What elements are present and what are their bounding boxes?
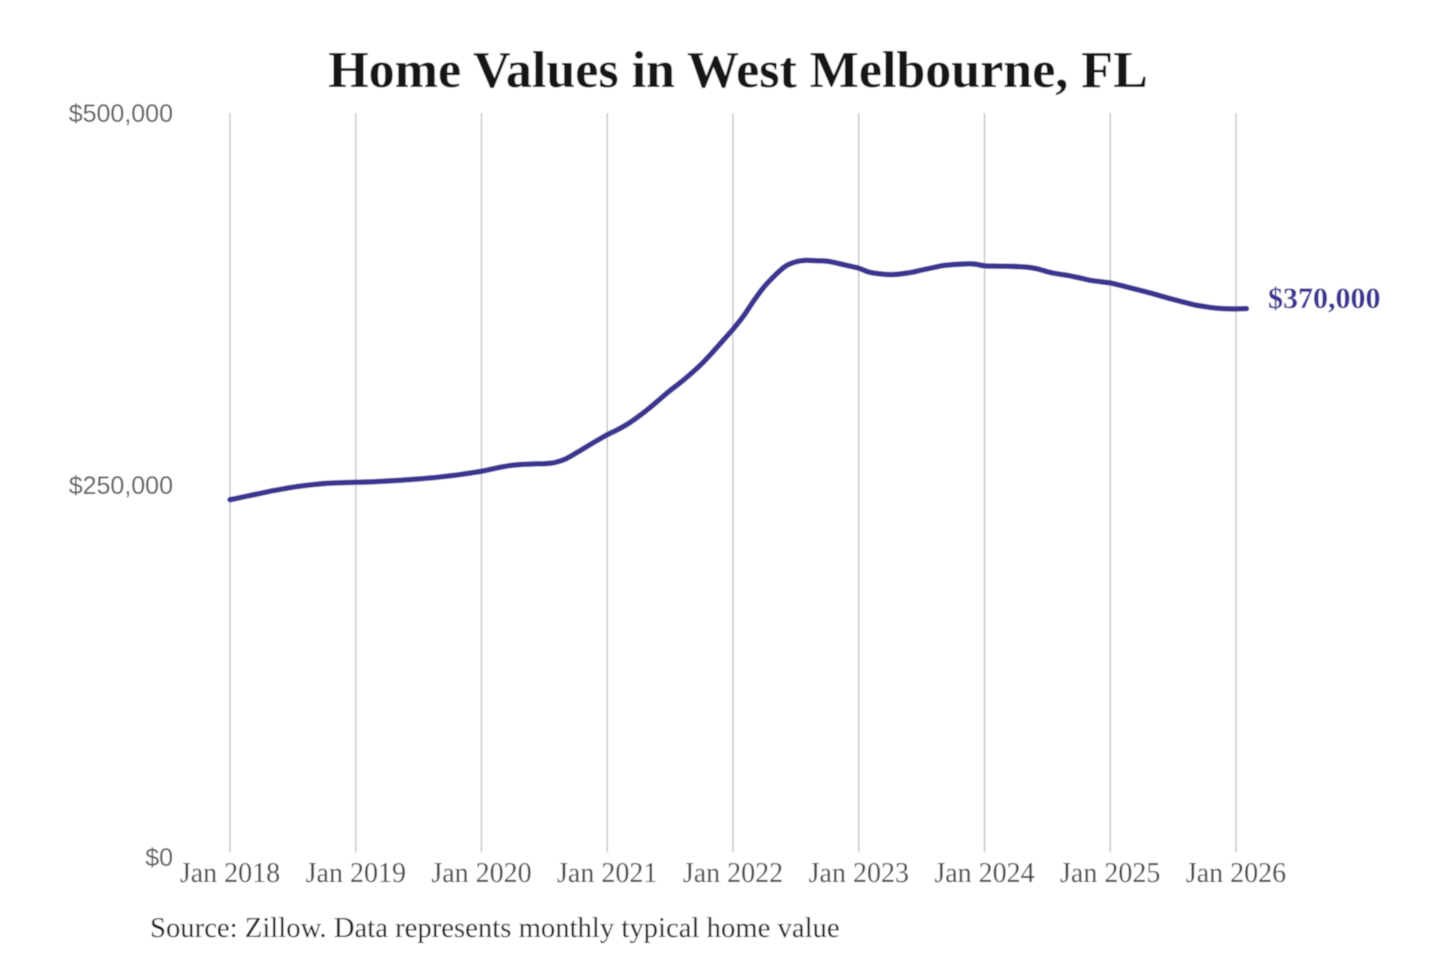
svg-text:$0: $0 [145,844,173,872]
svg-text:Jan 2022: Jan 2022 [683,858,783,889]
svg-text:Jan 2025: Jan 2025 [1060,858,1160,889]
svg-text:Jan 2020: Jan 2020 [431,858,531,889]
svg-text:Jan 2026: Jan 2026 [1186,858,1286,889]
svg-text:Jan 2021: Jan 2021 [557,858,657,889]
svg-text:$250,000: $250,000 [69,472,173,500]
svg-text:Source: Zillow. Data represent: Source: Zillow. Data represents monthly … [150,912,840,944]
svg-text:Jan 2024: Jan 2024 [934,858,1034,889]
svg-text:$370,000: $370,000 [1268,282,1381,315]
svg-text:Jan 2023: Jan 2023 [809,858,909,889]
svg-text:Jan 2018: Jan 2018 [180,858,280,889]
svg-text:Jan 2019: Jan 2019 [306,858,406,889]
svg-text:$500,000: $500,000 [69,100,173,128]
svg-text:Home Values in West Melbourne,: Home Values in West Melbourne, FL [328,42,1148,99]
